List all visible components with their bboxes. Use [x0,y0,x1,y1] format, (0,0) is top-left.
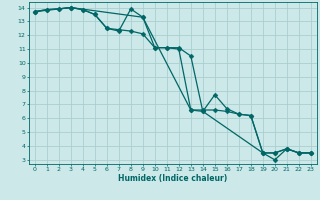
X-axis label: Humidex (Indice chaleur): Humidex (Indice chaleur) [118,174,228,183]
